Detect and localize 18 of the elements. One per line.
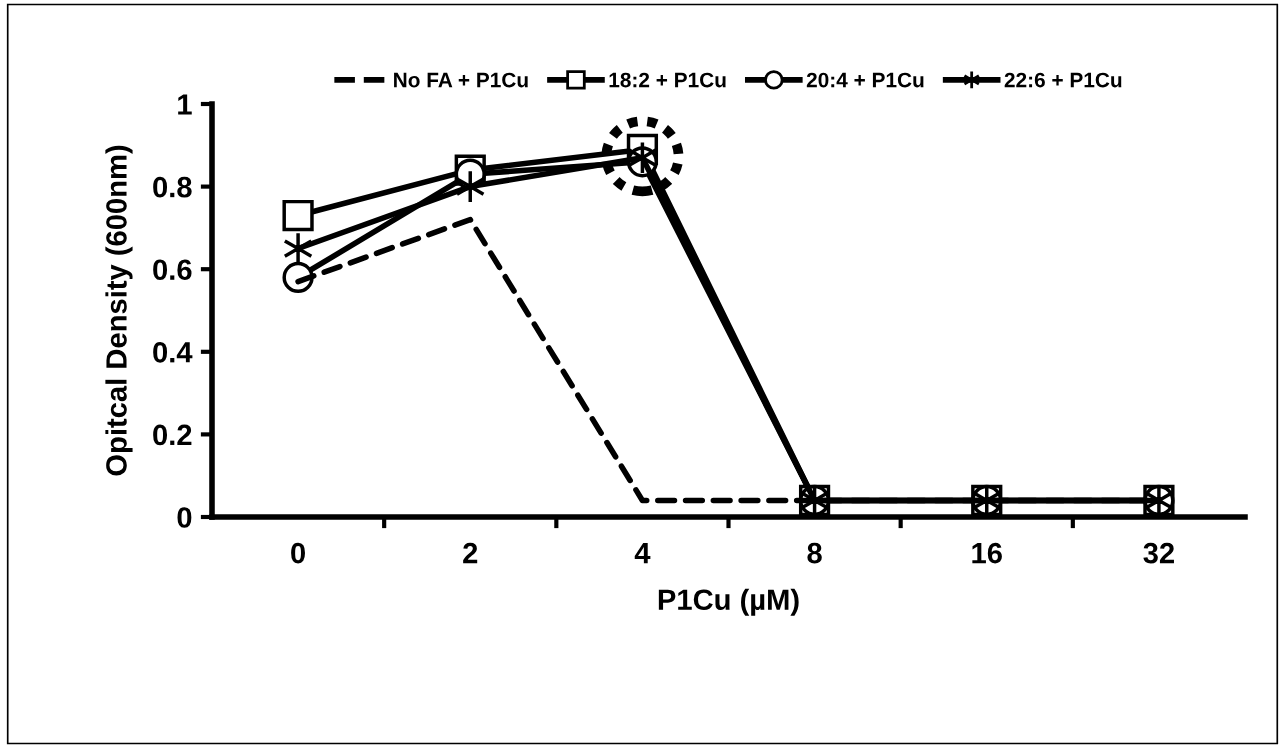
y-tick-label: 1 — [178, 94, 192, 115]
legend-label: No FA + P1Cu — [394, 72, 528, 88]
x-tick-label: 0 — [291, 542, 305, 564]
y-tick-label: 0.4 — [153, 342, 193, 363]
y-tick-label: 0 — [177, 507, 192, 528]
legend-label: 20:4 + P1Cu — [806, 72, 924, 88]
y-tick-label: 0.6 — [153, 259, 192, 281]
x-tick-label: 4 — [634, 543, 651, 564]
x-tick-label: 2 — [463, 542, 478, 564]
x-tick-label: 16 — [972, 542, 1002, 564]
y-tick-label: 0.8 — [153, 176, 192, 198]
y-axis-title: Opitcal Density (600nm) — [105, 145, 133, 476]
legend-label: 22:6 + P1Cu — [1004, 72, 1122, 88]
y-tick-label: 0.2 — [153, 424, 192, 446]
x-tick-label: 32 — [1143, 542, 1174, 564]
x-tick-label: 8 — [807, 542, 822, 564]
legend-label: 18:2 + P1Cu — [609, 72, 726, 88]
x-axis-title: P1Cu (µM) — [658, 588, 799, 616]
